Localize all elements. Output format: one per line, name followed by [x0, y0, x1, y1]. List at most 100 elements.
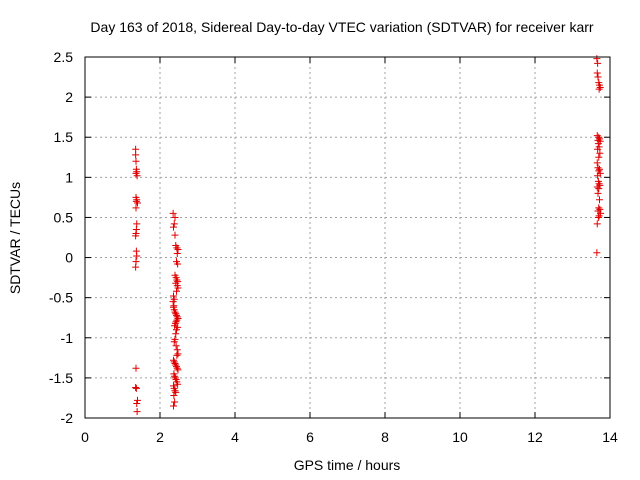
data-point: [170, 356, 177, 364]
x-tick-label: 6: [306, 429, 314, 445]
data-point: [171, 372, 179, 380]
data-point: [171, 213, 179, 221]
data-point: [132, 204, 140, 212]
y-axis-title: SDTVAR / TECUs: [7, 182, 23, 294]
data-point: [174, 246, 182, 254]
data-point: [171, 308, 179, 316]
data-point: [595, 153, 603, 161]
data-point: [171, 322, 179, 330]
x-tick-label: 10: [452, 429, 468, 445]
data-point: [172, 310, 180, 318]
data-point: [170, 392, 178, 400]
y-tick-label: 2.5: [54, 49, 74, 65]
y-tick-label: 0.5: [54, 209, 74, 225]
x-tick-label: 8: [381, 429, 389, 445]
data-point: [595, 85, 603, 93]
y-tick-label: -1.5: [49, 370, 73, 386]
data-point: [171, 359, 179, 367]
data-point: [174, 366, 182, 374]
data-point: [172, 318, 180, 326]
data-point: [594, 189, 602, 197]
data-point: [169, 209, 177, 217]
x-axis-title: GPS time / hours: [294, 457, 401, 473]
data-point: [173, 363, 180, 371]
data-point: [132, 232, 140, 240]
data-point: [174, 260, 182, 268]
data-point: [172, 388, 180, 396]
y-tick-label: -0.5: [49, 290, 73, 306]
data-point: [595, 185, 603, 193]
data-point: [132, 151, 140, 159]
y-tick-label: -1: [61, 330, 74, 346]
data-point: [593, 55, 601, 63]
data-point: [174, 284, 182, 292]
x-tick-label: 14: [602, 429, 618, 445]
data-point: [172, 330, 180, 338]
chart-title: Day 163 of 2018, Sidereal Day-to-day VTE…: [90, 19, 593, 35]
x-tick-label: 12: [527, 429, 543, 445]
data-points: [132, 55, 605, 416]
y-tick-label: 1: [65, 169, 73, 185]
data-point: [173, 351, 181, 359]
data-point: [133, 252, 141, 260]
data-point: [132, 263, 140, 271]
y-tick-label: -2: [61, 410, 74, 426]
data-point: [594, 213, 602, 221]
plot-frame: [84, 56, 611, 419]
data-point: [595, 212, 603, 220]
data-point: [593, 220, 601, 228]
data-point: [172, 361, 180, 369]
data-point: [595, 133, 603, 141]
data-point: [593, 183, 601, 191]
data-point: [133, 400, 141, 408]
data-point: [173, 364, 181, 372]
data-point: [174, 350, 182, 358]
data-point: [593, 69, 601, 77]
data-point: [596, 165, 603, 173]
data-point: [132, 384, 140, 392]
data-point: [596, 196, 603, 204]
data-point: [134, 199, 141, 207]
data-point: [133, 172, 141, 180]
data-point: [170, 358, 178, 366]
data-point: [134, 396, 141, 404]
y-tick-label: 0: [65, 250, 73, 266]
data-point: [596, 205, 604, 213]
data-point: [171, 398, 179, 406]
data-point: [171, 387, 179, 395]
data-point: [594, 164, 602, 172]
x-tick-label: 2: [156, 429, 164, 445]
y-tick-label: 1.5: [54, 129, 74, 145]
data-point: [593, 249, 601, 257]
data-point: [172, 342, 180, 350]
data-point: [173, 287, 180, 295]
axis-ticks: [84, 56, 611, 419]
data-point: [132, 197, 140, 205]
data-point: [593, 159, 601, 167]
data-point: [171, 231, 179, 239]
data-point: [594, 140, 602, 148]
data-point: [132, 384, 140, 392]
data-point: [595, 204, 603, 212]
x-tick-label: 0: [81, 429, 89, 445]
x-tick-labels: 0 2 4 6 8 10 12 14: [81, 429, 618, 445]
data-point: [133, 408, 141, 416]
data-point: [170, 223, 177, 231]
y-tick-labels: -2 -1.5 -1 -0.5 0 0.5 1 1.5 2 2.5: [49, 49, 73, 426]
data-point: [170, 220, 178, 228]
data-point: [174, 380, 182, 388]
data-point: [173, 250, 181, 258]
data-point: [132, 157, 140, 165]
data-point: [594, 145, 602, 153]
data-point: [170, 338, 178, 346]
data-point: [173, 326, 180, 334]
data-point: [594, 172, 602, 180]
data-point: [596, 149, 604, 157]
data-point: [171, 374, 179, 382]
data-point: [132, 364, 140, 372]
x-tick-label: 4: [231, 429, 239, 445]
data-point: [594, 59, 602, 67]
data-point: [173, 316, 181, 324]
grid-lines: [85, 57, 610, 418]
